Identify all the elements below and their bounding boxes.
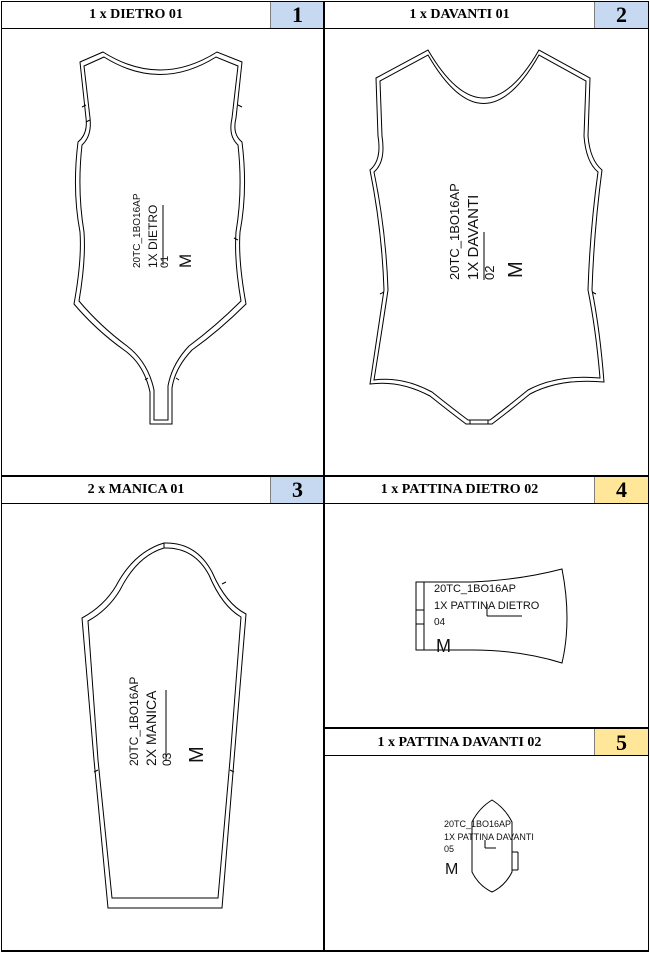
label-davanti-name: 1X DAVANTI (465, 195, 482, 280)
label-pattina-dietro-size: M (436, 636, 451, 656)
label-manica-name: 2X MANICA (143, 690, 159, 766)
header-piece-3: 2 x MANICA 01 (87, 482, 185, 497)
grid-border-bottom (1, 950, 649, 952)
badge-piece-3: 3 (270, 477, 324, 503)
label-pattina-dietro-number: 04 (434, 617, 446, 628)
grid-line-h2 (1, 475, 649, 477)
grid-line-h1 (1, 28, 649, 29)
label-davanti-code: 20TC_1BO16AP (447, 183, 462, 280)
header-piece-2: 1 x DAVANTI 01 (409, 7, 510, 22)
header-piece-1: 1 x DIETRO 01 (89, 7, 183, 22)
label-davanti-size: M (505, 261, 527, 278)
badge-piece-4: 4 (594, 477, 648, 503)
label-manica-number: 03 (160, 752, 174, 766)
label-pattina-davanti-name: 1X PATTINA DAVANTI (444, 832, 534, 842)
header-piece-5: 1 x PATTINA DAVANTI 02 (377, 734, 542, 750)
label-manica-size: M (186, 746, 208, 763)
badge-piece-2: 2 (594, 2, 648, 28)
label-dietro-name: 1X DIETRO (146, 205, 160, 268)
grid-line-h4 (324, 727, 649, 729)
label-davanti-number: 02 (482, 266, 497, 280)
label-dietro-number: 01 (159, 256, 171, 268)
grid-line-h3 (1, 503, 649, 504)
badge-piece-1: 1 (270, 2, 324, 28)
label-dietro-size: M (176, 254, 195, 268)
grid-line-h5 (324, 755, 649, 756)
label-pattina-davanti-number: 05 (444, 844, 454, 854)
header-piece-4: 1 x PATTINA DIETRO 02 (380, 482, 539, 497)
label-pattina-davanti-size: M (445, 861, 458, 878)
label-manica-code: 20TC_1BO16AP (127, 677, 141, 766)
grid-border-top (1, 1, 649, 2)
label-pattina-davanti-code: 20TC_1BO16AP (444, 819, 511, 829)
label-dietro-code: 20TC_1BO16AP (132, 193, 143, 268)
badge-piece-5: 5 (594, 729, 648, 756)
label-pattina-dietro-code: 20TC_1BO16AP (434, 583, 516, 595)
label-pattina-dietro-name: 1X PATTINA DIETRO (434, 600, 540, 612)
